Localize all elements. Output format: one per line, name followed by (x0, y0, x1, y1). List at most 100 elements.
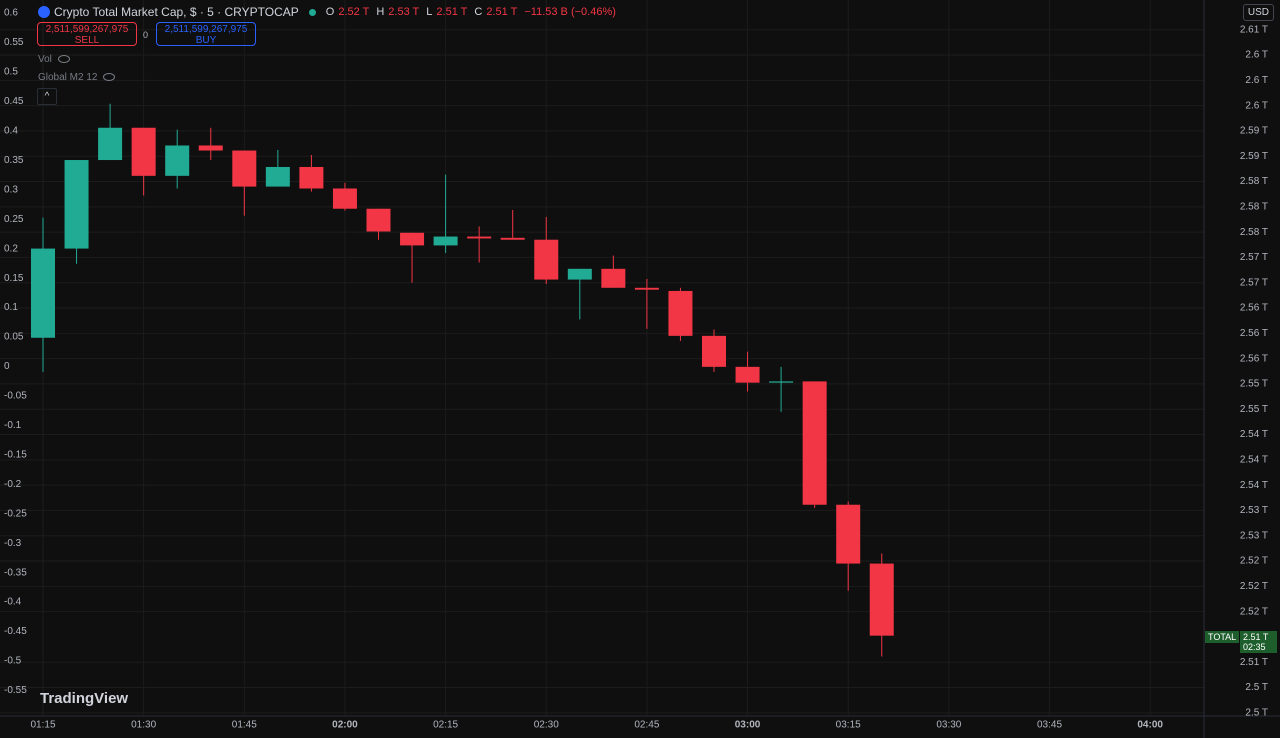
y-tick-label: 2.54 T (1240, 480, 1268, 491)
y2-tick-label: -0.5 (4, 656, 22, 667)
ohlc-key: H (376, 6, 385, 18)
y2-tick-label: 0.1 (4, 302, 18, 313)
candle-body (400, 232, 425, 246)
candle-body (668, 290, 693, 336)
y2-tick-label: -0.4 (4, 597, 22, 608)
y-tick-label: 2.52 T (1240, 581, 1268, 592)
y2-tick-label: -0.35 (4, 567, 27, 578)
candle-body (366, 208, 391, 232)
candle-body (534, 239, 559, 280)
market-status (308, 8, 316, 16)
ohlc-value: 2.53 T (388, 6, 420, 18)
y-tick-label: 2.58 T (1240, 201, 1268, 212)
candle-body (634, 287, 659, 290)
y-tick-label: 2.6 T (1245, 75, 1268, 86)
candle-body (802, 381, 827, 505)
sell-label: SELL (74, 35, 100, 46)
price-tag: 2.51 T 02:35 (1240, 631, 1277, 653)
y2-tick-label: -0.1 (4, 420, 22, 431)
visibility-icon[interactable] (57, 55, 70, 64)
collapse-button[interactable]: ^ (37, 88, 57, 105)
symbol-logo (38, 6, 50, 18)
ohlc-key: O (325, 6, 335, 18)
ohlc-value: 2.52 T (338, 6, 370, 18)
price-value: 2.51 T (1243, 632, 1269, 642)
y-tick-label: 2.59 T (1240, 151, 1268, 162)
y-tick-label: 2.58 T (1240, 227, 1268, 238)
y-tick-label: 2.56 T (1240, 353, 1268, 364)
indicator[interactable]: Global M2 12 (38, 72, 116, 83)
y-tick-label: 2.51 T (1240, 657, 1268, 668)
price-symbol: TOTAL (1205, 631, 1240, 643)
candle-body (702, 335, 726, 367)
candle-body (836, 504, 861, 564)
candle-body (500, 237, 525, 240)
candle-body (64, 160, 89, 249)
indicator-name: Vol (38, 54, 52, 65)
symbol-title[interactable]: Crypto Total Market Cap, $ · 5 · CRYPTOC… (54, 5, 299, 19)
candle-body (567, 268, 592, 280)
candle-body (467, 236, 492, 239)
x-tick-label: 03:00 (735, 720, 761, 731)
buy-price: 2,511,599,267,975 (164, 24, 248, 35)
indicator[interactable]: Vol (38, 54, 70, 65)
candle-body (601, 268, 626, 288)
y-tick-label: 2.54 T (1240, 454, 1268, 465)
y-tick-label: 2.56 T (1240, 328, 1268, 339)
candle-body (131, 127, 156, 176)
brand-logo: TradingView (40, 690, 129, 707)
candle-body (31, 248, 55, 338)
x-tick-label: 02:30 (534, 720, 559, 731)
candle-body (232, 150, 257, 187)
visibility-icon[interactable] (103, 73, 116, 82)
ohlc-value: 2.51 T (436, 6, 468, 18)
candle-body (769, 381, 794, 383)
spread: 0 (143, 30, 149, 40)
buy-button[interactable]: 2,511,599,267,975 BUY (156, 22, 256, 46)
buy-label: BUY (195, 35, 217, 46)
x-tick-label: 02:15 (433, 720, 458, 731)
y2-tick-label: 0.5 (4, 67, 18, 78)
y-tick-label: 2.5 T (1245, 707, 1268, 718)
y2-tick-label: 0.35 (4, 155, 24, 166)
y2-tick-label: -0.3 (4, 538, 22, 549)
x-tick-label: 02:45 (634, 720, 659, 731)
symbol-header: Crypto Total Market Cap, $ · 5 · CRYPTOC… (38, 5, 619, 19)
x-tick-label: 03:15 (836, 720, 861, 731)
currency-button[interactable]: USD (1242, 4, 1274, 21)
sell-button[interactable]: 2,511,599,267,975 SELL (37, 22, 137, 46)
ohlc-key: L (426, 6, 433, 18)
x-tick-label: 01:30 (131, 720, 156, 731)
y-tick-label: 2.55 T (1240, 404, 1268, 415)
y2-tick-label: 0 (4, 361, 10, 372)
y2-tick-label: 0.6 (4, 8, 18, 19)
candle-body (165, 145, 190, 176)
y2-tick-label: -0.25 (4, 508, 27, 519)
y2-tick-label: 0.55 (4, 37, 24, 48)
y2-tick-label: 0.45 (4, 96, 24, 107)
candle-body (869, 563, 894, 636)
y-tick-label: 2.53 T (1240, 530, 1268, 541)
indicator-name: Global M2 12 (38, 72, 98, 83)
y2-tick-label: -0.15 (4, 449, 27, 460)
ohlc-value: 2.51 T (486, 6, 518, 18)
y2-tick-label: 0.2 (4, 243, 18, 254)
x-tick-label: 03:30 (936, 720, 961, 731)
y-tick-label: 2.57 T (1240, 277, 1268, 288)
y-tick-label: 2.53 T (1240, 505, 1268, 516)
candle-body (735, 366, 760, 383)
y2-tick-label: 0.15 (4, 273, 24, 284)
y-tick-label: 2.56 T (1240, 303, 1268, 314)
x-tick-label: 04:00 (1137, 720, 1163, 731)
y-tick-label: 2.57 T (1240, 252, 1268, 263)
ohlc-key: C (474, 6, 483, 18)
y2-tick-label: 0.25 (4, 214, 24, 225)
x-tick-label: 01:15 (30, 720, 55, 731)
y-tick-label: 2.52 T (1240, 606, 1268, 617)
y2-tick-label: -0.45 (4, 626, 27, 637)
candle-body (265, 166, 290, 187)
x-tick-label: 01:45 (232, 720, 257, 731)
candle-body (198, 145, 223, 151)
